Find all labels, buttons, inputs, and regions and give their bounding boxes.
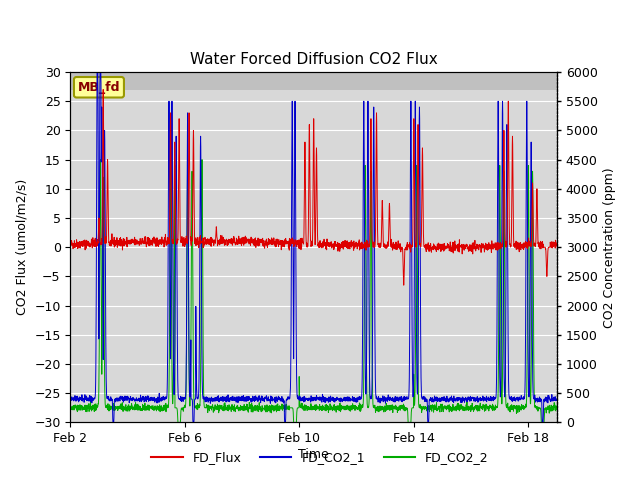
Text: MB_fd: MB_fd [77, 81, 120, 94]
Legend: FD_Flux, FD_CO2_1, FD_CO2_2: FD_Flux, FD_CO2_1, FD_CO2_2 [147, 446, 493, 469]
Y-axis label: CO2 Flux (umol/m2/s): CO2 Flux (umol/m2/s) [16, 179, 29, 315]
Bar [70, 72, 557, 89]
Y-axis label: CO2 Concentration (ppm): CO2 Concentration (ppm) [604, 167, 616, 327]
X-axis label: Time: Time [298, 448, 329, 461]
Title: Water Forced Diffusion CO2 Flux: Water Forced Diffusion CO2 Flux [189, 52, 438, 67]
